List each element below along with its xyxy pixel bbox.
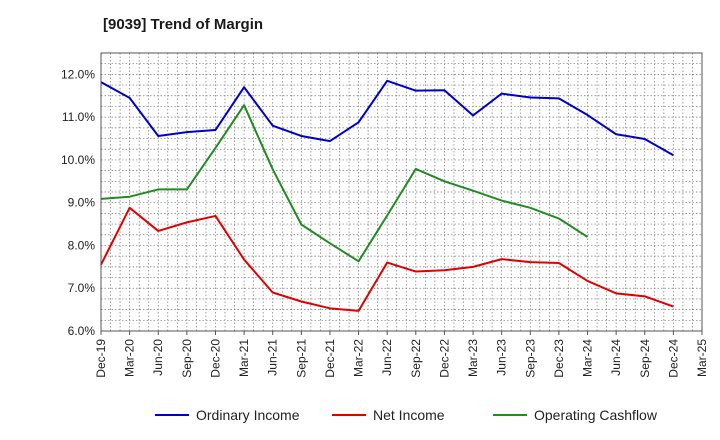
- x-tick-label: Mar-20: [123, 339, 137, 377]
- x-tick-label: Sep-23: [523, 339, 537, 378]
- y-tick-label: 10.0%: [61, 153, 95, 167]
- legend-label: Net Income: [373, 407, 445, 423]
- x-axis-ticks: Dec-19 Mar-20 Jun-20 Sep-20 Dec-20 Mar-21 Jun-…: [94, 331, 709, 378]
- x-tick-label: Mar-24: [581, 339, 595, 377]
- chart-title: [9039] Trend of Margin: [103, 16, 264, 33]
- x-tick-label: Dec-24: [666, 339, 680, 378]
- x-tick-label: Sep-24: [638, 339, 652, 378]
- x-tick-label: Jun-21: [266, 339, 280, 376]
- series-line-operating-cashflow: [100, 104, 589, 263]
- plot-area-border: [100, 52, 703, 332]
- x-tick-label: Dec-21: [323, 339, 337, 378]
- x-tick-label: Dec-23: [552, 339, 566, 378]
- series-lines: [100, 79, 674, 312]
- x-tick-label: Dec-20: [208, 339, 222, 378]
- y-tick-label: 8.0%: [68, 238, 96, 252]
- x-tick-label: Mar-22: [352, 339, 366, 377]
- x-tick-label: Jun-23: [495, 339, 509, 376]
- x-tick-label: Sep-21: [294, 339, 308, 378]
- legend-label: Ordinary Income: [196, 407, 300, 423]
- x-tick-label: Sep-22: [409, 339, 423, 378]
- x-tick-label: Sep-20: [180, 339, 194, 378]
- x-tick-label: Mar-23: [466, 339, 480, 377]
- x-tick-label: Jun-20: [151, 339, 165, 376]
- y-tick-label: 7.0%: [68, 281, 96, 295]
- x-tick-label: Jun-22: [380, 339, 394, 376]
- x-tick-label: Jun-24: [609, 339, 623, 376]
- y-tick-label: 11.0%: [62, 110, 95, 124]
- y-tick-label: 9.0%: [68, 196, 96, 210]
- y-tick-label: 6.0%: [68, 324, 96, 338]
- legend-label: Operating Cashflow: [534, 407, 658, 423]
- y-axis-ticks: 6.0% 7.0% 8.0% 9.0% 10.0% 11.0% 12.0%: [61, 67, 95, 338]
- x-tick-label: Mar-25: [695, 339, 709, 377]
- series-line-net-income: [100, 206, 674, 312]
- x-tick-label: Dec-22: [437, 339, 451, 378]
- x-tick-label: Dec-19: [94, 339, 108, 378]
- y-tick-label: 12.0%: [61, 67, 95, 81]
- x-tick-label: Mar-21: [237, 339, 251, 377]
- legend: Ordinary Income Net Income Operating Cashf…: [155, 407, 658, 423]
- series-line-ordinary-income: [100, 79, 674, 157]
